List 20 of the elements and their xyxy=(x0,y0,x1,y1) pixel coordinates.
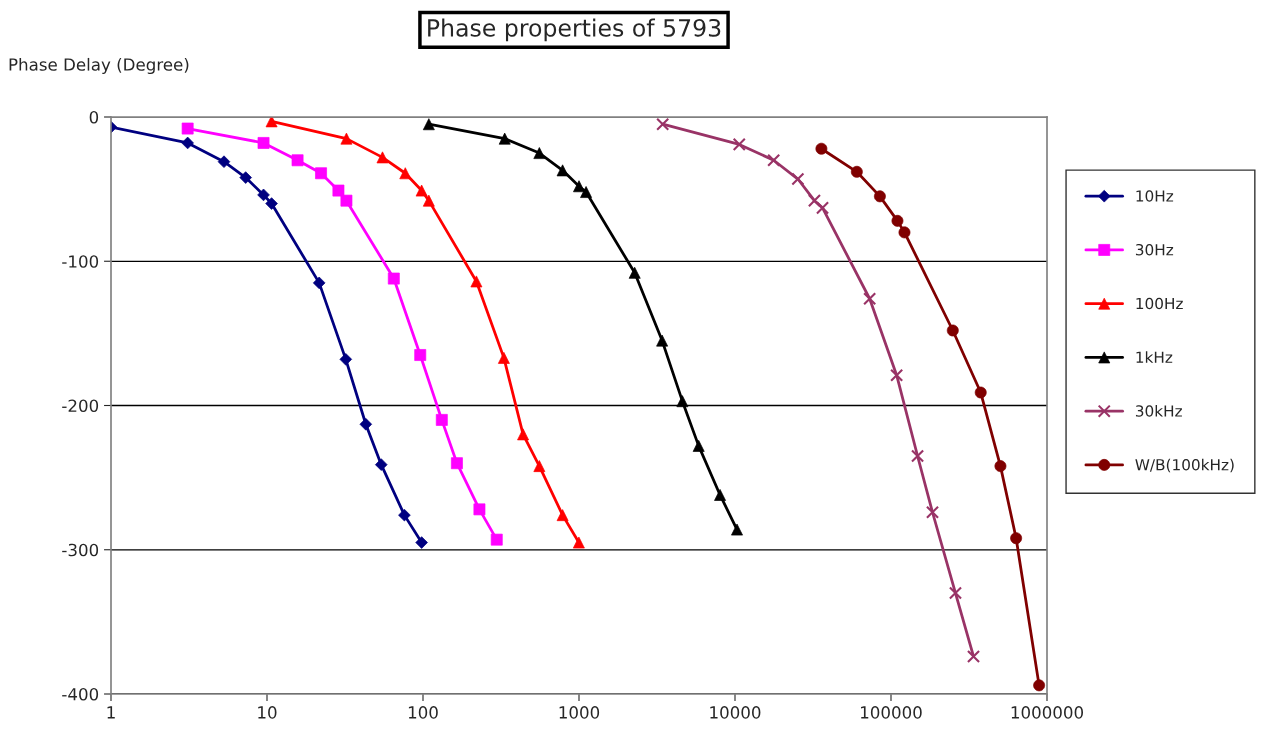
y-tick-label: 0 xyxy=(89,110,99,124)
y-tick-label: -400 xyxy=(62,687,99,701)
y-tick-label: -200 xyxy=(62,399,99,413)
legend-label: 30Hz xyxy=(1135,243,1174,256)
legend-label: W/B(100kHz) xyxy=(1135,458,1234,473)
x-tick-label: 1000000 xyxy=(1011,706,1084,719)
legend-label: 100Hz xyxy=(1136,297,1183,310)
legend-label: 1kHz xyxy=(1136,351,1173,363)
y-tick-label: -100 xyxy=(62,255,99,268)
y-axis-title: Phase Delay (Degree) xyxy=(9,57,189,75)
x-tick-label: 100000 xyxy=(861,706,922,719)
x-tick-label: 10000 xyxy=(710,706,761,719)
y-tick-label: -300 xyxy=(62,543,99,557)
legend-label: 10Hz xyxy=(1136,190,1174,202)
legend-label: 30kHz xyxy=(1135,404,1182,417)
x-tick-label: 100 xyxy=(408,706,438,719)
x-tick-label: 1000 xyxy=(559,706,600,719)
x-tick-label: 1 xyxy=(107,706,115,719)
x-tick-label: 10 xyxy=(258,706,277,719)
chart-title: Phase properties of 5793 xyxy=(428,18,721,42)
